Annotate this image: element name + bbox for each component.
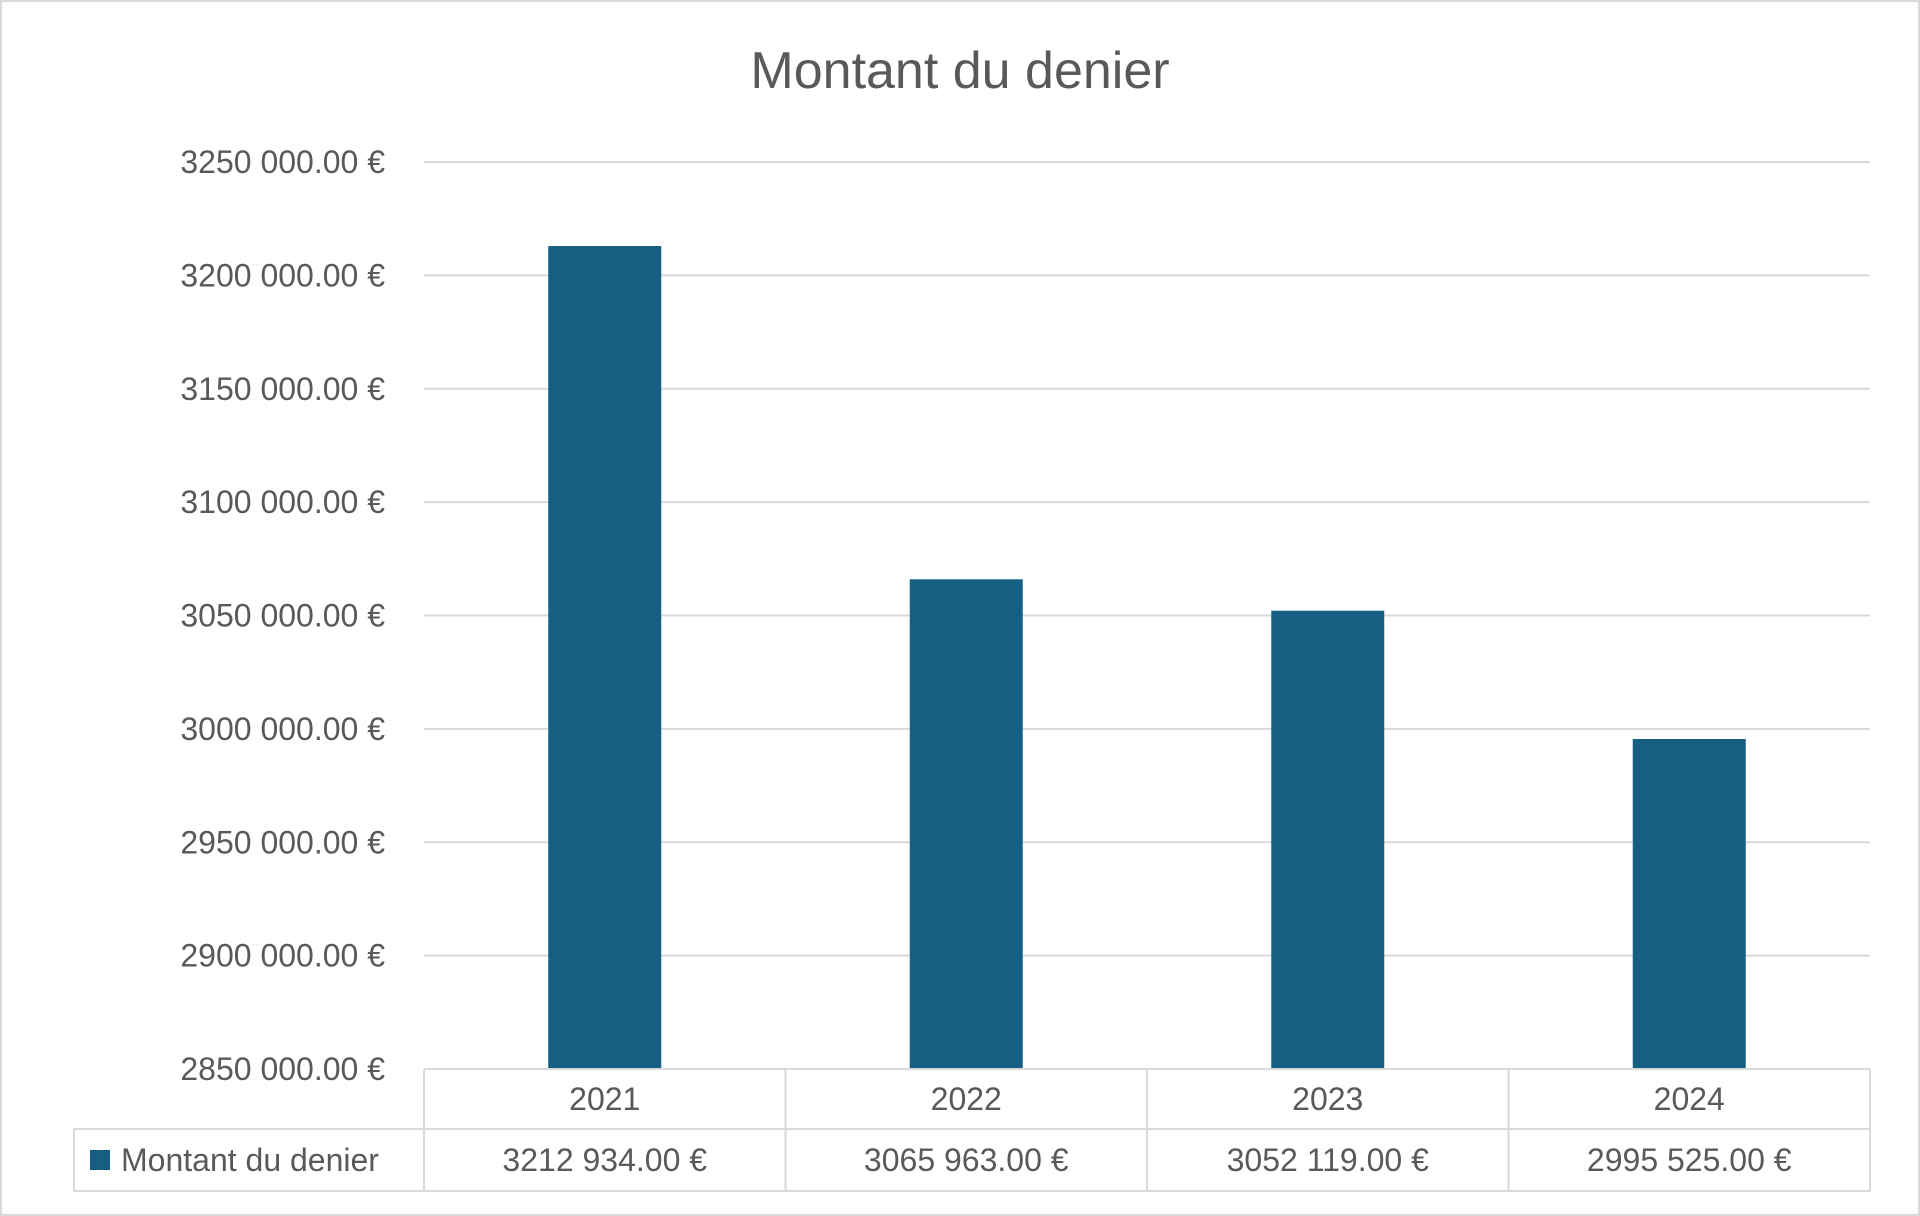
bar <box>1271 610 1385 1069</box>
y-tick-label: 3100 000.00 € <box>180 484 385 520</box>
chart-title: Montant du denier <box>750 42 1169 100</box>
x-tick-label: 2022 <box>931 1081 1002 1117</box>
y-tick-label: 2950 000.00 € <box>180 824 385 860</box>
data-table: 2021 2022 2023 2024 Montant du denier 3212 93… <box>73 1068 1871 1192</box>
x-tick-label: 2023 <box>1292 1081 1363 1117</box>
data-table-value: 2995 525.00 € <box>1587 1142 1792 1178</box>
legend-series-name: Montant du denier <box>121 1142 379 1178</box>
y-tick-label: 3000 000.00 € <box>180 711 385 747</box>
bars <box>548 246 1746 1070</box>
y-tick-label: 3200 000.00 € <box>180 257 385 293</box>
y-tick-label: 3050 000.00 € <box>180 598 385 634</box>
data-table-value: 3052 119.00 € <box>1227 1142 1429 1178</box>
bar <box>909 579 1023 1069</box>
data-table-value: 3212 934.00 € <box>502 1142 707 1178</box>
data-table-value: 3065 963.00 € <box>864 1142 1069 1178</box>
legend-key <box>90 1150 110 1170</box>
y-tick-label: 3250 000.00 € <box>180 144 385 180</box>
y-axis-tick-labels: 2850 000.00 € 2900 000.00 € 2950 000.00 € 3… <box>180 144 385 1087</box>
y-tick-label: 3150 000.00 € <box>180 371 385 407</box>
x-tick-label: 2021 <box>569 1081 640 1117</box>
bar <box>548 246 662 1070</box>
bar <box>1632 739 1746 1069</box>
x-tick-label: 2024 <box>1654 1081 1725 1117</box>
y-tick-label: 2850 000.00 € <box>180 1051 385 1087</box>
y-tick-label: 2900 000.00 € <box>180 938 385 974</box>
gridlines <box>424 161 1870 957</box>
